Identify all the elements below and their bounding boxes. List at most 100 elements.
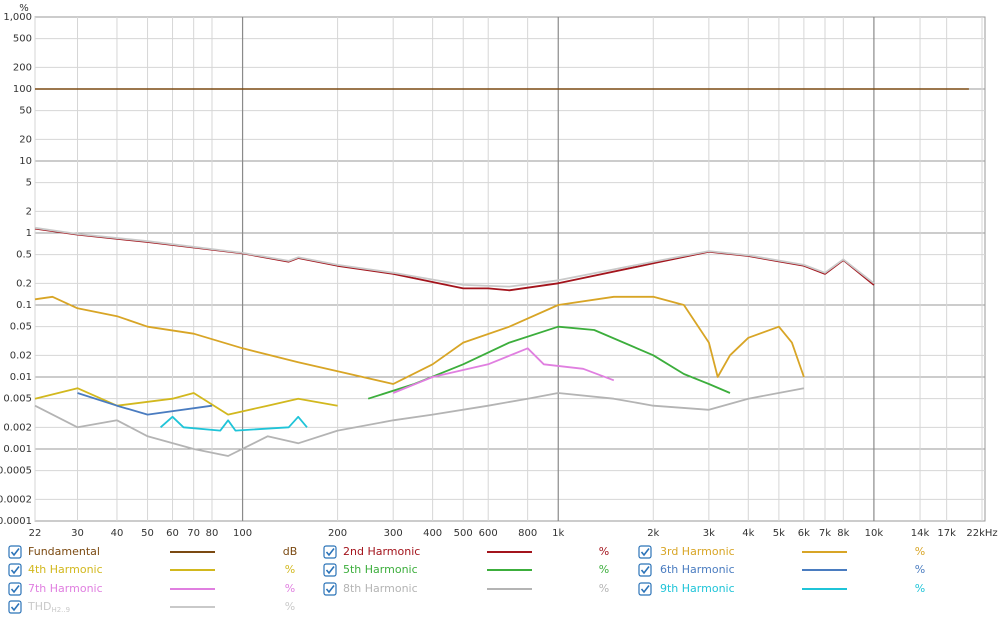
legend-name: 5th Harmonic <box>343 563 418 576</box>
x-tick-label: 6k <box>798 528 810 539</box>
legend-label: 4th Harmonic <box>28 563 103 576</box>
legend-unit: % <box>599 563 609 576</box>
legend-unit: % <box>285 563 295 576</box>
legend-label: 8th Harmonic <box>343 582 418 595</box>
series-line <box>34 387 805 457</box>
legend-entry: 6th Harmonic% <box>638 563 925 577</box>
x-tick-label: 22 <box>29 528 42 539</box>
x-tick-label: 300 <box>384 528 403 539</box>
y-tick-label: 0.5 <box>16 250 32 261</box>
legend-unit: % <box>599 582 609 595</box>
x-tick-label: 80 <box>206 528 219 539</box>
y-axis-label: % <box>19 3 29 14</box>
x-tick-label: 2k <box>647 528 659 539</box>
legend-checkbox[interactable] <box>323 563 337 577</box>
legend-checkbox[interactable] <box>8 600 22 614</box>
x-tick-label: 60 <box>166 528 179 539</box>
x-tick-label: 22kHz <box>966 528 997 539</box>
x-tick-label: 30 <box>71 528 84 539</box>
legend-checkbox[interactable] <box>638 563 652 577</box>
legend-checkbox[interactable] <box>8 563 22 577</box>
y-tick-label: 1,000 <box>3 12 32 23</box>
x-tick-label: 40 <box>111 528 124 539</box>
checkmark <box>325 548 335 557</box>
y-tick-label: 500 <box>13 34 32 45</box>
legend-checkbox[interactable] <box>323 545 337 559</box>
legend-unit: % <box>915 563 925 576</box>
legend-entry: 8th Harmonic% <box>323 582 609 596</box>
series-line <box>34 295 805 385</box>
y-tick-label: 5 <box>26 178 32 189</box>
x-tick-label: 5k <box>773 528 785 539</box>
series-line <box>34 226 875 288</box>
legend-entry: Fundamental dB <box>8 545 298 559</box>
y-tick-label: 0.005 <box>3 394 32 405</box>
legend-name: Fundamental <box>28 545 100 558</box>
series-layer <box>34 88 969 457</box>
y-tick-label: 200 <box>13 62 32 73</box>
checkmark <box>640 566 650 575</box>
y-tick-label: 0.0005 <box>0 466 32 477</box>
x-tick-label: 400 <box>423 528 442 539</box>
legend-unit: % <box>285 600 295 613</box>
legend-checkbox[interactable] <box>638 582 652 596</box>
x-tick-label: 200 <box>328 528 347 539</box>
legend-checkbox[interactable] <box>8 582 22 596</box>
y-tick-label: 50 <box>19 106 32 117</box>
series-line <box>77 392 213 416</box>
checkmark <box>10 603 20 612</box>
x-tick-label: 8k <box>837 528 849 539</box>
checkmark <box>640 585 650 594</box>
legend-checkbox[interactable] <box>8 545 22 559</box>
legend-entry: 7th Harmonic% <box>8 582 295 596</box>
legend-entry: 4th Harmonic% <box>8 563 295 577</box>
checkmark <box>640 548 650 557</box>
legend-name: 6th Harmonic <box>660 563 735 576</box>
x-tick-label: 100 <box>233 528 252 539</box>
x-tick-label: 70 <box>187 528 200 539</box>
series-line <box>34 387 338 416</box>
legend-checkbox[interactable] <box>638 545 652 559</box>
legend-unit: dB <box>283 545 298 558</box>
checkmark <box>325 585 335 594</box>
checkmark <box>10 548 20 557</box>
legend-checkbox[interactable] <box>323 582 337 596</box>
y-tick-label: 0.01 <box>10 372 32 383</box>
y-tick-label: 0.0002 <box>0 494 32 505</box>
legend-name: 3rd Harmonic <box>660 545 735 558</box>
legend-unit: % <box>599 545 609 558</box>
y-tick-label: 100 <box>13 84 32 95</box>
legend-entry: 5th Harmonic% <box>323 563 609 577</box>
x-tick-label: 10k <box>865 528 884 539</box>
x-tick-label: 3k <box>703 528 715 539</box>
legend-unit: % <box>915 545 925 558</box>
legend-name: 7th Harmonic <box>28 582 103 595</box>
legend-label: 6th Harmonic <box>660 563 735 576</box>
y-tick-label: 0.0001 <box>0 516 32 527</box>
x-tick-label: 7k <box>819 528 831 539</box>
legend-name: 4th Harmonic <box>28 563 103 576</box>
legend-unit: % <box>915 582 925 595</box>
x-tick-label: 4k <box>742 528 754 539</box>
legend-label: 5th Harmonic <box>343 563 418 576</box>
y-tick-label: 0.05 <box>10 322 32 333</box>
y-tick-label: 0.2 <box>16 278 32 289</box>
x-tick-label: 50 <box>141 528 154 539</box>
legend-name: 8th Harmonic <box>343 582 418 595</box>
series-line <box>367 325 731 400</box>
legend-name: 2nd Harmonic <box>343 545 420 558</box>
legend-label: 3rd Harmonic <box>660 545 735 558</box>
x-tick-label: 14k <box>911 528 930 539</box>
checkmark <box>10 566 20 575</box>
y-tick-label: 0.02 <box>10 350 32 361</box>
x-tick-label: 17k <box>937 528 956 539</box>
legend-subscript: H2..9 <box>51 606 70 614</box>
series-line <box>392 347 615 394</box>
y-tick-label: 1 <box>26 228 32 239</box>
legend-label: 9th Harmonic <box>660 582 735 595</box>
legend-label: Fundamental <box>28 545 100 558</box>
x-tick-label: 600 <box>479 528 498 539</box>
y-tick-label: 20 <box>19 134 32 145</box>
legend-name: 9th Harmonic <box>660 582 735 595</box>
